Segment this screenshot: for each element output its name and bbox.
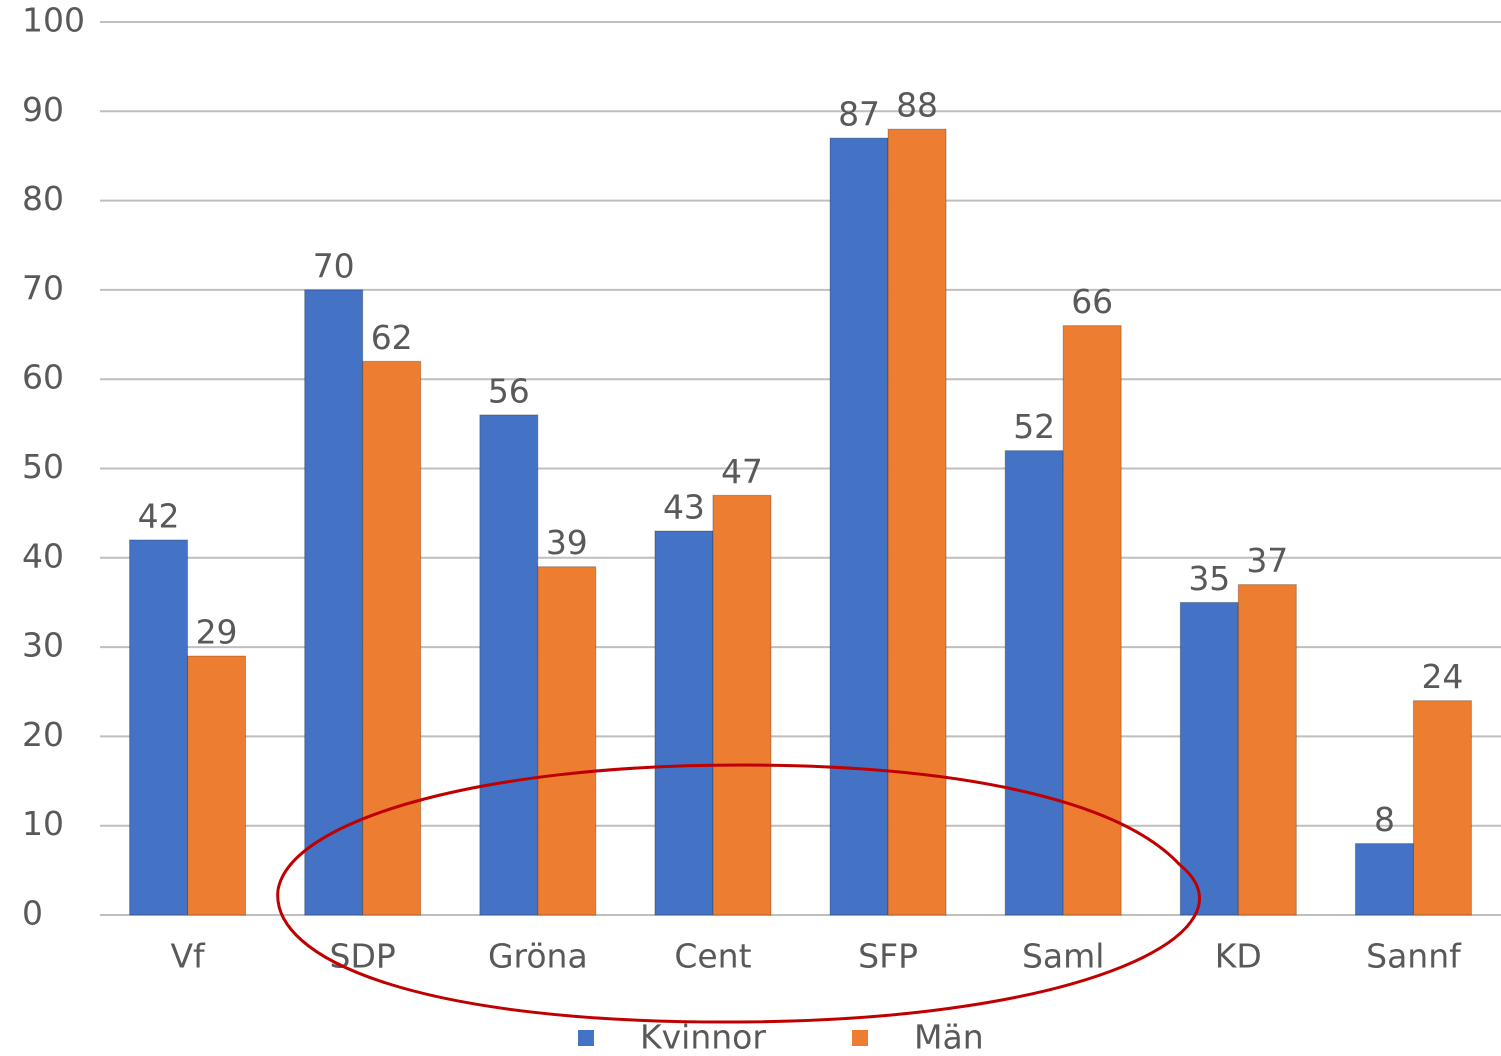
y-tick-label: 0: [22, 894, 43, 933]
x-tick-label: Vf: [170, 937, 206, 976]
data-label: 37: [1246, 541, 1288, 580]
x-tick-label: Saml: [1022, 937, 1104, 976]
data-label: 56: [488, 371, 530, 410]
y-tick-label: 50: [22, 447, 64, 486]
y-tick-label: 70: [22, 268, 64, 307]
data-label: 87: [838, 95, 880, 134]
x-tick-label: Cent: [674, 937, 751, 976]
y-tick-label: 20: [22, 715, 64, 754]
bar: [829, 137, 889, 916]
bar: [1004, 450, 1064, 916]
highlight-ellipse: [276, 763, 1201, 1024]
x-tick-label: Sannf: [1366, 937, 1462, 976]
y-tick-label: 90: [22, 90, 64, 129]
y-tick-label: 100: [22, 1, 85, 40]
x-tick-label: Gröna: [488, 937, 588, 976]
data-label: 42: [138, 496, 180, 535]
plot-area: 0 10 20 30 40 50 60 70 80 90 100 Vf 42 29 SDP 70 62 Gröna…: [22, 1, 1501, 1056]
bar: [187, 655, 247, 916]
bar: [1179, 601, 1239, 916]
data-label: 70: [313, 246, 355, 285]
data-label: 66: [1071, 282, 1113, 321]
data-label: 62: [371, 318, 413, 357]
data-label: 39: [546, 523, 588, 562]
bar: [654, 530, 714, 916]
bar: [1412, 700, 1472, 916]
data-label: 47: [721, 452, 763, 491]
bar: [129, 539, 189, 916]
legend-label: Kvinnor: [640, 1018, 766, 1056]
bar: [712, 494, 772, 916]
data-label: 52: [1013, 407, 1055, 446]
y-tick-label: 80: [22, 179, 64, 218]
bar: [1354, 843, 1414, 916]
data-label: 8: [1374, 800, 1395, 839]
y-tick-label: 30: [22, 626, 64, 665]
bar: [537, 566, 597, 916]
x-tick-label: SFP: [858, 937, 918, 976]
x-tick-label: KD: [1215, 937, 1262, 976]
x-tick-label: SDP: [330, 937, 396, 976]
y-tick-label: 10: [22, 804, 64, 843]
bar: [887, 128, 947, 916]
data-label: 88: [896, 86, 938, 125]
legend-label: Män: [914, 1018, 984, 1056]
data-label: 29: [196, 613, 238, 652]
bar: [362, 360, 422, 916]
data-label: 24: [1421, 657, 1463, 696]
legend-swatch: [578, 1030, 594, 1046]
bar: [304, 289, 364, 916]
bar: [1237, 584, 1297, 916]
bar: [479, 414, 539, 916]
legend-swatch: [852, 1030, 868, 1046]
y-tick-label: 40: [22, 536, 64, 575]
y-tick-label: 60: [22, 358, 64, 397]
data-label: 35: [1188, 559, 1230, 598]
bar: [1062, 325, 1122, 916]
data-label: 43: [663, 488, 705, 527]
